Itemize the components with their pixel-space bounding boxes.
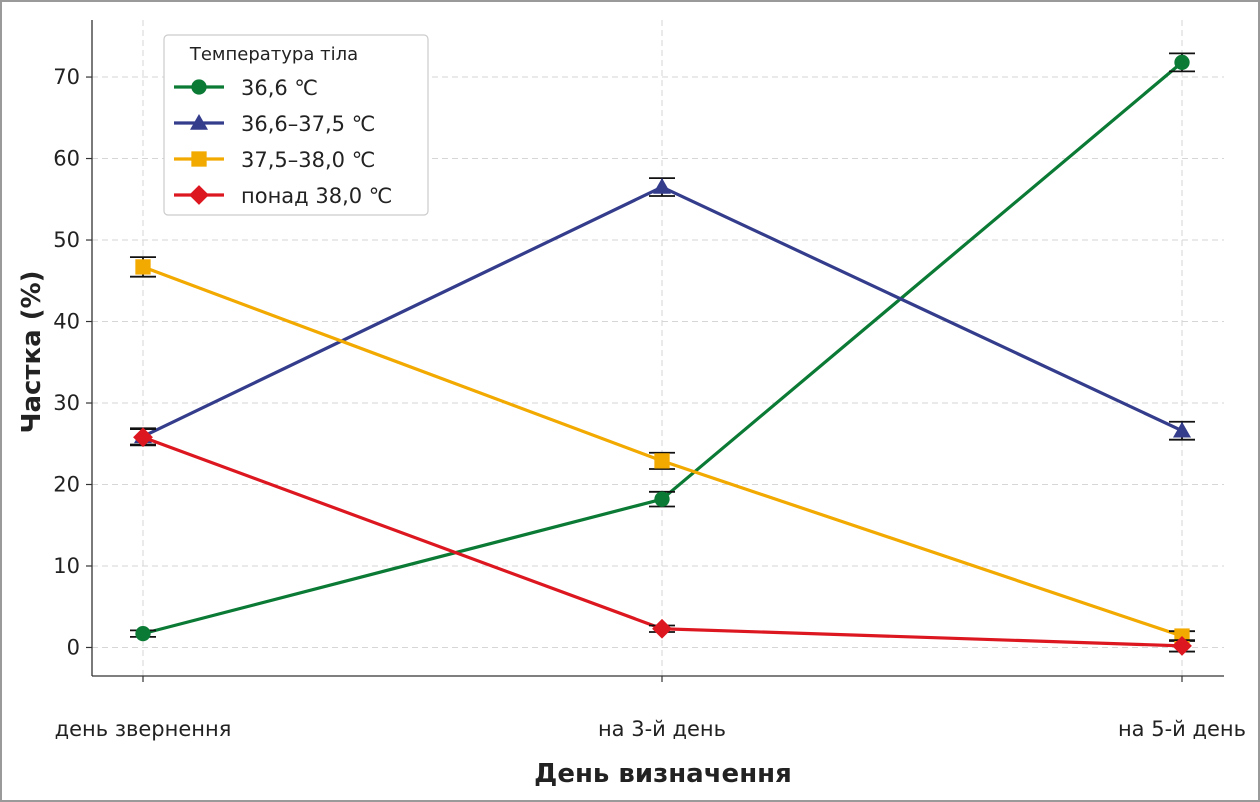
series-0	[130, 52, 1195, 642]
series-2	[130, 256, 1195, 644]
legend-marker	[191, 151, 207, 167]
y-tick-label: 30	[53, 391, 80, 415]
y-tick-label: 70	[53, 65, 80, 89]
y-tick-label: 0	[67, 635, 80, 659]
y-tick-label: 40	[53, 310, 80, 334]
y-tick-label: 50	[53, 228, 80, 252]
x-tick-label: день звернення	[55, 717, 232, 741]
tick-labels: 0 10 20 30 40 50 60 70 день звернення на 3-й день…	[53, 65, 1246, 741]
legend-entry: 36,6 ℃	[174, 76, 318, 100]
data-point	[1174, 54, 1190, 71]
legend-marker	[191, 79, 207, 95]
x-tick-label: на 3-й день	[598, 717, 726, 741]
legend-marker	[190, 114, 208, 130]
y-tick-label: 10	[53, 554, 80, 578]
y-tick-label: 20	[53, 472, 80, 496]
series-3	[130, 427, 1195, 656]
legend-label: понад 38,0 ℃	[241, 184, 392, 208]
data-point	[135, 625, 151, 642]
data-point	[654, 453, 670, 469]
data-point	[654, 491, 670, 507]
series-layer	[130, 52, 1195, 656]
legend-entry: понад 38,0 ℃	[174, 184, 392, 208]
data-point	[133, 427, 153, 448]
x-axis-label: День визначення	[534, 759, 792, 789]
axes	[86, 20, 1224, 682]
legend-label: 36,6 ℃	[241, 76, 318, 100]
legend-box	[163, 34, 429, 216]
legend-label: 36,6–37,5 ℃	[241, 112, 375, 136]
data-point	[652, 618, 672, 639]
data-point	[1172, 635, 1192, 656]
x-tick-label: на 5-й день	[1118, 717, 1246, 741]
data-point	[135, 259, 151, 275]
y-axis-label: Частка (%)	[17, 270, 47, 433]
legend-entry: 37,5–38,0 ℃	[174, 148, 375, 172]
legend-title: Температура тіла	[189, 44, 358, 65]
legend-entry: 36,6–37,5 ℃	[174, 112, 375, 136]
data-point	[653, 178, 671, 194]
data-point	[1173, 421, 1191, 438]
y-tick-label: 60	[53, 147, 80, 171]
legend-label: 37,5–38,0 ℃	[241, 148, 375, 172]
legend: Температура тіла 36,6 ℃ 36,6–37,5 ℃ 37,5–3…	[163, 34, 429, 216]
legend-marker	[189, 185, 209, 205]
grid-lines	[92, 20, 1224, 676]
